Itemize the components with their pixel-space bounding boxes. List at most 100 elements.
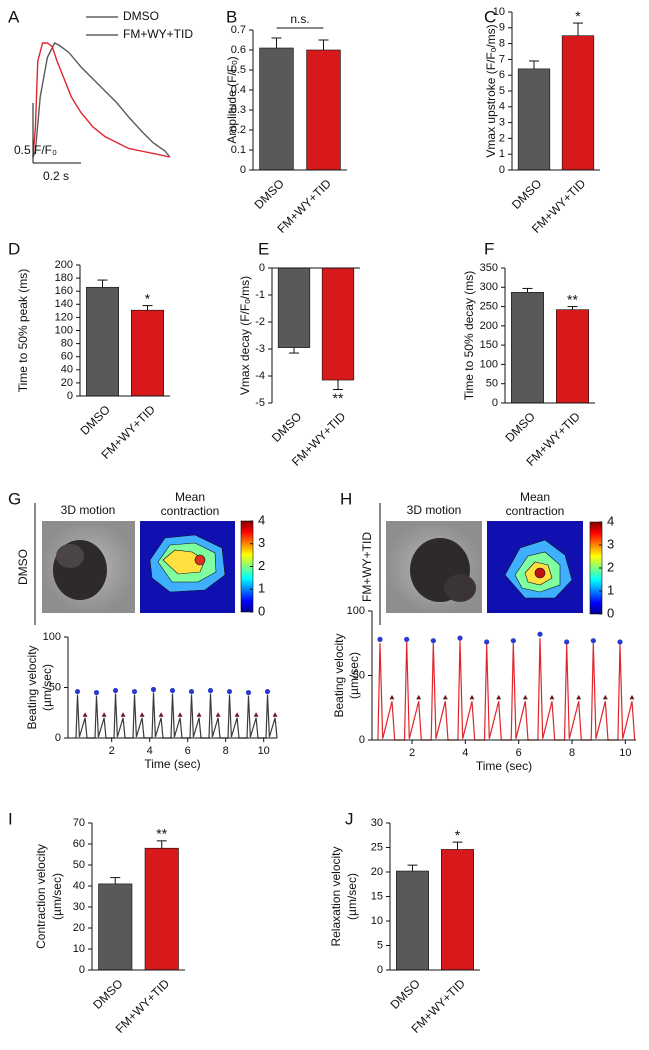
- y-tick-label: 15: [371, 890, 383, 902]
- y-tick-label: 0: [79, 964, 85, 976]
- x-tick-label: 10: [619, 747, 631, 759]
- x-tick-label: DMSO: [90, 976, 125, 1011]
- y-tick-label: 0: [240, 164, 246, 176]
- relaxation-marker: [416, 694, 422, 700]
- y-tick-label: 0: [499, 164, 505, 176]
- y-tick-label: 5: [377, 939, 383, 951]
- y-axis-label: Beating velocity: [332, 633, 346, 717]
- y-tick-label: 30: [73, 901, 85, 913]
- panel-letter: H: [340, 489, 352, 508]
- bar: [259, 47, 294, 171]
- y-tick-label: 100: [480, 358, 498, 370]
- y-tick-label: 180: [55, 272, 73, 284]
- y-axis-label: Contraction velocity: [34, 844, 48, 949]
- y-tick-label: -3: [255, 343, 265, 355]
- x-tick-label: 2: [409, 747, 415, 759]
- y-tick-label: 25: [371, 841, 383, 853]
- y-axis-label: (µm/sec): [40, 664, 54, 711]
- y-tick-label: 0.2: [231, 124, 246, 136]
- y-tick-label: 20: [371, 866, 383, 878]
- peak-marker: [377, 636, 383, 642]
- relaxation-marker: [602, 694, 608, 700]
- y-tick-label: 0: [492, 397, 498, 409]
- peak-marker: [537, 631, 543, 637]
- peak-marker: [150, 686, 157, 693]
- peak-marker: [188, 688, 195, 695]
- condition-label: DMSO: [16, 549, 30, 585]
- x-tick-label: 8: [223, 745, 229, 757]
- panel-letter: C: [484, 7, 496, 26]
- y-axis-label: Amplitude (F/Fₒ): [225, 56, 239, 143]
- y-tick-label: -2: [255, 316, 265, 328]
- y-axis-label: Time to 50% decay (ms): [462, 271, 476, 401]
- x-tick-label: 6: [516, 747, 522, 759]
- significance: n.s.: [290, 12, 309, 26]
- colorbar-tick-label: 4: [607, 513, 614, 528]
- contraction-title: Mean: [520, 490, 550, 504]
- y-tick-label: 100: [347, 605, 365, 617]
- y-axis-label: Relaxation velocity: [329, 846, 343, 946]
- y-tick-label: 6: [499, 69, 505, 81]
- bar: [131, 309, 165, 397]
- trace: [32, 42, 171, 158]
- x-tick-label: 2: [109, 745, 115, 757]
- scale-label: 0.2 s: [43, 169, 69, 183]
- y-tick-label: 50: [486, 378, 498, 390]
- peak-marker: [590, 638, 596, 644]
- y-tick-label: 4: [499, 101, 505, 113]
- panel-letter: A: [8, 7, 20, 26]
- y-axis-label: Time to 50% peak (ms): [16, 269, 30, 393]
- y-tick-label: 20: [61, 377, 73, 389]
- peak-marker: [457, 635, 463, 641]
- trace: [75, 692, 278, 739]
- relaxation-marker: [158, 712, 164, 717]
- peak-marker: [226, 688, 233, 695]
- y-tick-label: 200: [55, 259, 73, 271]
- condition-label: FM+WY+TID: [360, 532, 374, 602]
- y-tick-label: 10: [371, 915, 383, 927]
- panel-letter: E: [258, 239, 269, 258]
- y-tick-label: 40: [61, 364, 73, 376]
- colorbar-tick-label: 2: [607, 559, 614, 574]
- bar: [306, 49, 341, 171]
- motion-image: [42, 521, 135, 613]
- y-tick-label: 100: [43, 631, 61, 643]
- colorbar-tick-label: 2: [258, 558, 265, 573]
- y-tick-label: 0.6: [231, 44, 246, 56]
- peak-marker: [430, 638, 436, 644]
- significance: *: [145, 290, 151, 306]
- y-tick-label: 8: [499, 38, 505, 50]
- bar: [144, 847, 179, 971]
- y-axis-label: Vmax decay (F/Fₒ/ms): [238, 276, 252, 395]
- bar: [277, 267, 311, 348]
- bar: [321, 267, 355, 381]
- x-tick-label: DMSO: [509, 176, 544, 211]
- y-tick-label: 150: [480, 339, 498, 351]
- y-tick-label: 160: [55, 285, 73, 297]
- peak-marker: [74, 688, 81, 695]
- panel-letter: I: [8, 809, 13, 828]
- relaxation-marker: [82, 712, 88, 717]
- legend-label: FM+WY+TID: [123, 27, 193, 41]
- y-axis-label: Vmax upstroke (F/Fₒ/ms): [484, 24, 498, 157]
- peak-marker: [131, 688, 138, 695]
- peak-marker: [564, 639, 570, 645]
- motion-title: 3D motion: [407, 503, 462, 517]
- relaxation-marker: [629, 694, 635, 700]
- significance: **: [333, 390, 344, 406]
- panel-letter: F: [484, 239, 494, 258]
- x-tick-label: 4: [147, 745, 153, 757]
- relaxation-marker: [196, 712, 202, 717]
- y-tick-label: 200: [480, 320, 498, 332]
- panel-letter: G: [8, 489, 21, 508]
- bar: [561, 35, 595, 171]
- peak-marker: [617, 639, 623, 645]
- y-tick-label: 70: [73, 817, 85, 829]
- y-tick-label: 0.3: [231, 104, 246, 116]
- bar: [86, 286, 120, 397]
- y-tick-label: 250: [480, 300, 498, 312]
- bar: [510, 291, 544, 404]
- relaxation-marker: [496, 694, 502, 700]
- relaxation-marker: [576, 694, 582, 700]
